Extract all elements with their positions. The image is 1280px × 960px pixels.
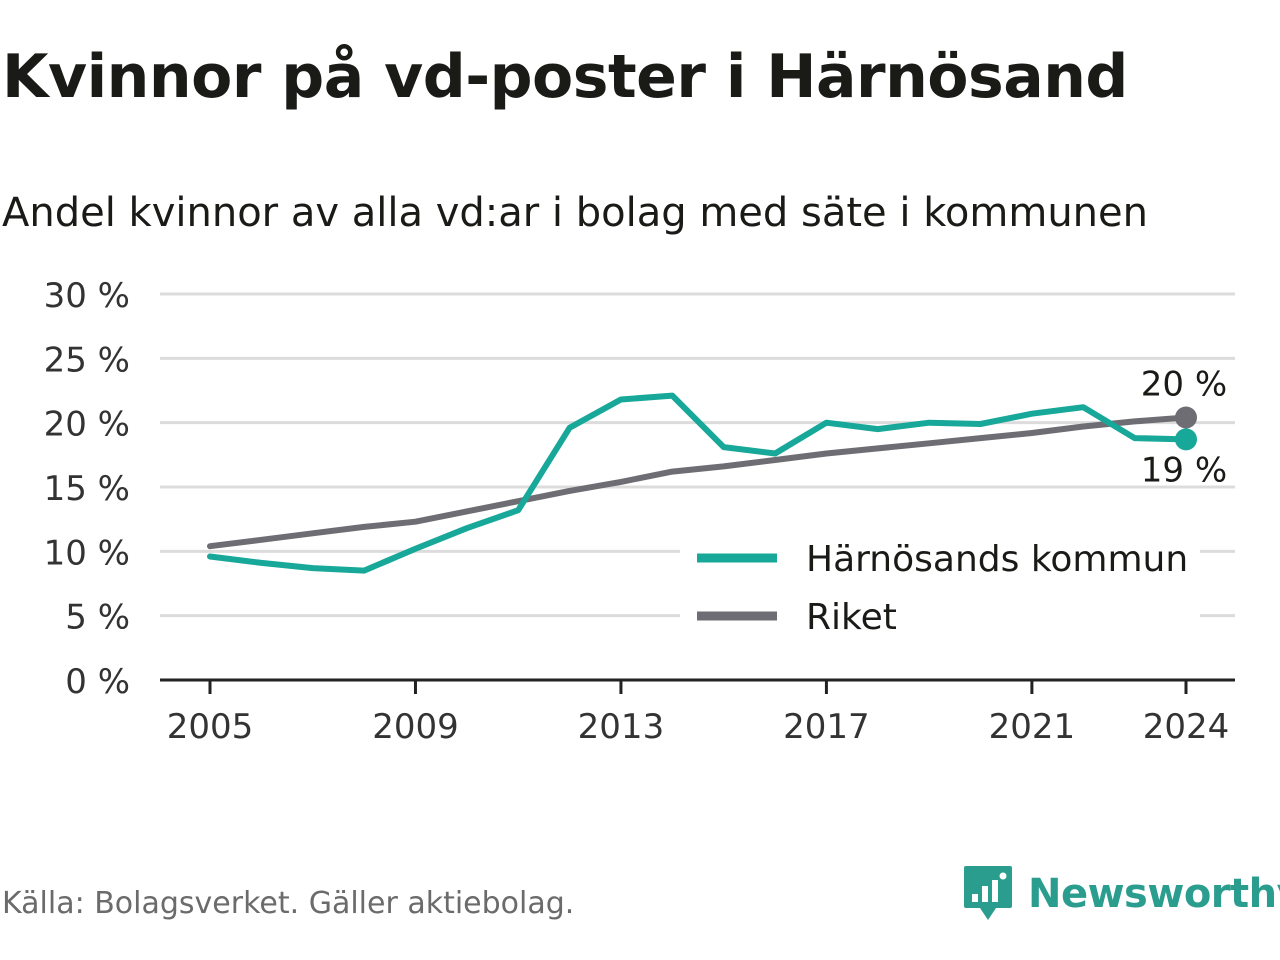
legend-label: Riket bbox=[806, 597, 897, 638]
legend-label: Härnösands kommun bbox=[806, 539, 1188, 580]
y-tick-label: 0 % bbox=[65, 662, 130, 702]
y-axis-ticks: 0 % 5 % 10 % 15 % 20 % 25 % 30 % bbox=[44, 276, 130, 702]
end-labels: 19 % 20 % bbox=[1141, 365, 1227, 491]
y-tick-label: 25 % bbox=[44, 340, 130, 380]
brand-logo[interactable]: Newsworthy bbox=[962, 864, 1280, 924]
y-tick-label: 30 % bbox=[44, 276, 130, 316]
x-tick-label: 2009 bbox=[372, 707, 459, 747]
end-value-label: 19 % bbox=[1141, 450, 1227, 490]
newsworthy-logo-icon bbox=[964, 866, 1012, 920]
x-tick-label: 2013 bbox=[578, 707, 665, 747]
source-note: Källa: Bolagsverket. Gäller aktiebolag. bbox=[2, 886, 575, 921]
x-tick-label: 2017 bbox=[783, 707, 870, 747]
brand-name: Newsworthy bbox=[1028, 871, 1280, 917]
grid-lines bbox=[160, 292, 1235, 682]
series-line bbox=[207, 414, 1189, 550]
y-tick-label: 15 % bbox=[44, 469, 130, 509]
x-axis-ticks: 2005 2009 2013 2017 2021 2024 bbox=[167, 680, 1230, 747]
chart-subtitle: Andel kvinnor av alla vd:ar i bolag med … bbox=[2, 190, 1148, 236]
x-tick-label: 2005 bbox=[167, 707, 254, 747]
x-tick-label: 2021 bbox=[989, 707, 1076, 747]
line-chart: 0 %5 %10 %15 %20 %25 %30 % 2005 2009 2013 2… bbox=[44, 276, 1235, 747]
y-tick-label: 10 % bbox=[44, 533, 130, 573]
legend: Härnösands kommun Riket bbox=[680, 538, 1200, 638]
series-lines bbox=[207, 392, 1197, 574]
end-value-label: 20 % bbox=[1141, 365, 1227, 405]
series-line bbox=[207, 392, 1189, 574]
series-end-point bbox=[1175, 406, 1197, 429]
chart-title: Kvinnor på vd-poster i Härnösand bbox=[2, 42, 1128, 112]
series-end-point bbox=[1175, 428, 1197, 451]
y-tick-label: 5 % bbox=[65, 598, 130, 638]
x-tick-label: 2024 bbox=[1143, 707, 1230, 747]
y-tick-label: 20 % bbox=[44, 405, 130, 445]
